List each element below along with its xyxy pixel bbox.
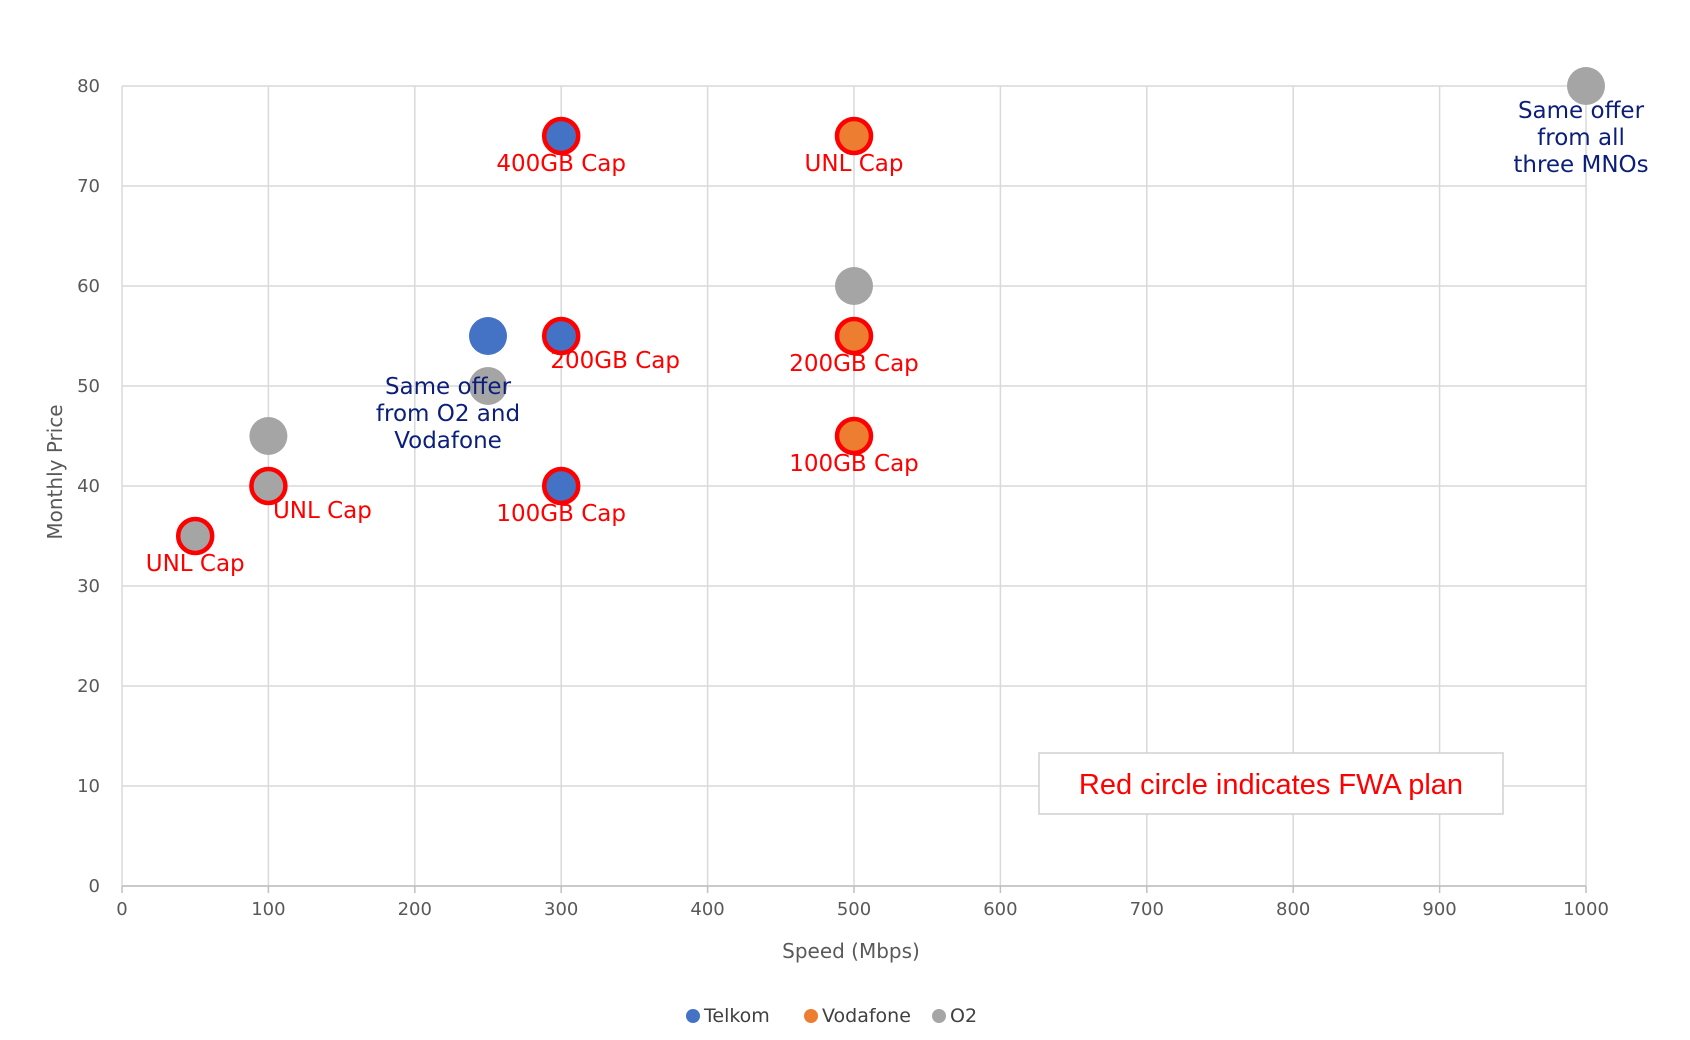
annotation-line: Same offer: [1518, 98, 1645, 124]
legend-label-telkom: Telkom: [703, 1005, 770, 1027]
axes: 0 100 200 300 400 500 600 700 800 900 1000 0 10 20 30 4…: [77, 76, 1609, 920]
x-tick-label: 400: [690, 899, 724, 920]
legend-marker-o2: [932, 1009, 946, 1023]
o2-point: [469, 367, 507, 405]
vodafone-point-fwa: [834, 416, 874, 456]
x-tick-label: 200: [398, 899, 432, 920]
legend: Telkom Vodafone O2: [686, 1005, 977, 1027]
x-tick-label: 0: [116, 899, 127, 920]
cap-annotation: 400GB Cap: [496, 151, 626, 177]
y-tick-label: 20: [77, 676, 100, 697]
fwa-note-text: Red circle indicates FWA plan: [1079, 769, 1463, 801]
y-tick-label: 50: [77, 376, 100, 397]
annotation-line: UNL Cap: [805, 151, 904, 177]
vodafone-point-fwa: [834, 316, 874, 356]
x-axis-title: Speed (Mbps): [782, 939, 920, 963]
cap-annotation: UNL Cap: [146, 551, 245, 577]
o2-point-fwa: [175, 516, 215, 556]
o2-point: [1567, 67, 1605, 105]
annotation-line: UNL Cap: [146, 551, 245, 577]
annotation-line: UNL Cap: [273, 498, 372, 524]
telkom-point-fwa: [541, 316, 581, 356]
fwa-note: Red circle indicates FWA plan: [1038, 752, 1504, 815]
x-tick-label: 800: [1276, 899, 1310, 920]
cap-annotation: 100GB Cap: [789, 451, 919, 477]
annotation-line: Vodafone: [394, 428, 502, 454]
legend-label-vodafone: Vodafone: [822, 1005, 911, 1027]
telkom-point: [469, 317, 507, 355]
y-tick-label: 0: [89, 876, 100, 897]
legend-marker-telkom: [686, 1009, 700, 1023]
telkom-point-fwa: [541, 466, 581, 506]
telkom-point-fwa: [541, 116, 581, 156]
annotation-line: 400GB Cap: [496, 151, 626, 177]
o2-point: [249, 417, 288, 455]
annotation-line: 100GB Cap: [496, 501, 626, 527]
y-tick-label: 30: [77, 576, 100, 597]
y-tick-label: 70: [77, 176, 100, 197]
cap-annotation: 200GB Cap: [550, 348, 680, 374]
axis-titles: Speed (Mbps) Monthly Price: [43, 404, 920, 963]
annotation-line: from all: [1537, 125, 1625, 151]
same-offer-annotation: Same offer from all three MNOs: [1513, 98, 1648, 178]
legend-label-o2: O2: [950, 1005, 977, 1027]
y-axis-title: Monthly Price: [43, 404, 67, 539]
cap-annotation: 200GB Cap: [789, 351, 919, 377]
annotation-line: 200GB Cap: [789, 351, 919, 377]
x-tick-label: 1000: [1563, 899, 1609, 920]
x-tick-label: 900: [1422, 899, 1456, 920]
annotation-line: 100GB Cap: [789, 451, 919, 477]
annotations: 400GB Cap UNL Cap 200GB Cap 200GB Cap 100GB …: [146, 98, 1649, 577]
x-tick-label: 300: [544, 899, 578, 920]
vodafone-point-fwa: [834, 116, 874, 156]
cap-annotation: UNL Cap: [273, 498, 372, 524]
x-tick-label: 700: [1130, 899, 1164, 920]
y-tick-label: 10: [77, 776, 100, 797]
y-tick-label: 60: [77, 276, 100, 297]
same-offer-annotation: Same offer from O2 and Vodafone: [376, 374, 520, 454]
y-tick-label: 80: [77, 76, 100, 97]
y-tick-label: 40: [77, 476, 100, 497]
o2-point: [835, 267, 873, 305]
o2-point-fwa: [249, 466, 288, 506]
legend-marker-vodafone: [804, 1009, 818, 1023]
fwa-note-box: [1038, 752, 1504, 815]
annotation-line: from O2 and: [376, 401, 520, 427]
x-tick-label: 600: [983, 899, 1017, 920]
x-tick-label: 500: [837, 899, 871, 920]
x-tick-label: 100: [251, 899, 285, 920]
cap-annotation: 100GB Cap: [496, 501, 626, 527]
data-points: [175, 67, 1605, 556]
annotation-line: three MNOs: [1513, 152, 1648, 178]
annotation-line: 200GB Cap: [550, 348, 680, 374]
cap-annotation: UNL Cap: [805, 151, 904, 177]
annotation-line: Same offer: [385, 374, 512, 400]
